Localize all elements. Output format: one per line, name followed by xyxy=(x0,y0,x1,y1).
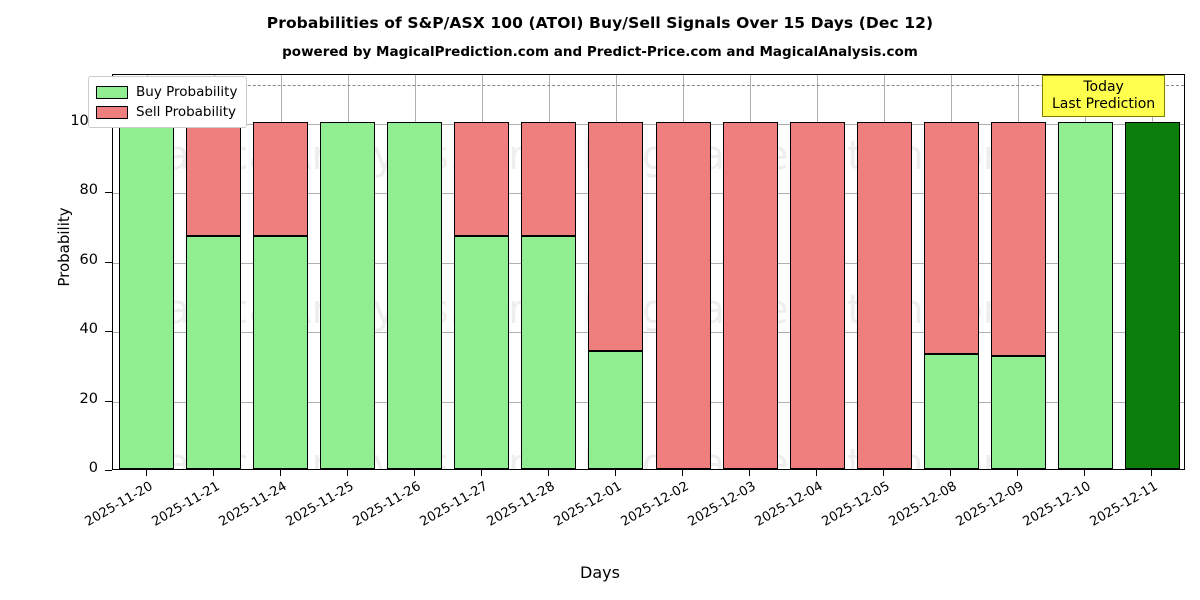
bar-group[interactable] xyxy=(1124,75,1180,469)
bar-segment-buy[interactable] xyxy=(990,356,1046,469)
bar-segment-buy[interactable] xyxy=(521,236,577,469)
bar-segment-buy[interactable] xyxy=(253,236,309,469)
x-tick-mark xyxy=(1084,470,1085,476)
x-tick-mark xyxy=(146,470,147,476)
chart-legend: Buy Probability Sell Probability xyxy=(88,76,248,128)
gridline-horizontal xyxy=(113,123,1184,125)
bar-group[interactable] xyxy=(923,75,979,469)
bar-group[interactable] xyxy=(655,75,711,469)
chart-title: Probabilities of S&P/ASX 100 (ATOI) Buy/… xyxy=(266,14,934,32)
y-tick-mark xyxy=(105,261,112,263)
bar-group[interactable] xyxy=(320,75,376,469)
legend-label: Buy Probability xyxy=(136,84,238,100)
bar-group[interactable] xyxy=(253,75,309,469)
today-annotation-box: Today Last Prediction xyxy=(1042,75,1166,118)
bar-segment-sell[interactable] xyxy=(655,121,711,469)
y-tick-mark xyxy=(105,470,112,471)
bar-group[interactable] xyxy=(454,75,510,469)
x-tick-mark xyxy=(615,470,616,476)
bar-segment-buy[interactable] xyxy=(119,121,175,469)
bar-segment-buy[interactable] xyxy=(588,350,644,469)
reference-dashed-line xyxy=(113,85,1184,87)
x-tick-mark xyxy=(280,470,281,476)
bar-group[interactable] xyxy=(856,75,912,469)
y-tick-label: 20 xyxy=(79,390,98,407)
y-tick-mark xyxy=(105,400,112,402)
y-tick-label: 40 xyxy=(79,321,98,338)
bar-segment-buy[interactable] xyxy=(387,121,443,469)
bar-segment-buy[interactable] xyxy=(923,354,979,469)
x-tick-mark xyxy=(481,470,482,476)
bar-segment-today[interactable] xyxy=(1124,121,1180,469)
y-tick-mark xyxy=(105,331,112,333)
bar-segment-sell[interactable] xyxy=(923,121,979,355)
bar-segment-sell[interactable] xyxy=(789,121,845,469)
x-tick-mark xyxy=(347,470,348,476)
bar-group[interactable] xyxy=(387,75,443,469)
bar-group[interactable] xyxy=(521,75,577,469)
bar-segment-buy[interactable] xyxy=(186,236,242,469)
legend-item[interactable]: Sell Probability xyxy=(96,102,237,122)
x-tick-mark xyxy=(414,470,415,476)
x-tick-mark xyxy=(749,470,750,476)
x-tick-mark xyxy=(816,470,817,476)
legend-swatch-icon xyxy=(96,85,128,99)
legend-item[interactable]: Buy Probability xyxy=(96,82,237,102)
x-tick-mark xyxy=(1017,470,1018,476)
bar-segment-sell[interactable] xyxy=(990,121,1046,357)
bar-segment-buy[interactable] xyxy=(320,121,376,469)
bar-group[interactable] xyxy=(789,75,845,469)
bar-segment-sell[interactable] xyxy=(454,121,510,237)
x-tick-mark xyxy=(883,470,884,476)
bar-segment-sell[interactable] xyxy=(722,121,778,469)
legend-label: Sell Probability xyxy=(136,104,237,120)
x-tick-mark xyxy=(213,470,214,476)
bar-segment-sell[interactable] xyxy=(186,121,242,237)
bar-segment-buy[interactable] xyxy=(454,236,510,469)
x-tick-mark xyxy=(950,470,951,476)
y-tick-mark xyxy=(105,192,112,194)
x-tick-mark xyxy=(682,470,683,476)
bar-segment-sell[interactable] xyxy=(856,121,912,469)
bar-group[interactable] xyxy=(119,75,175,469)
x-tick-mark xyxy=(1151,470,1152,476)
bar-segment-buy[interactable] xyxy=(1057,121,1113,469)
gridline-horizontal xyxy=(113,332,1184,334)
bar-group[interactable] xyxy=(1057,75,1113,469)
bar-group[interactable] xyxy=(722,75,778,469)
bar-segment-sell[interactable] xyxy=(253,121,309,237)
x-tick-mark xyxy=(548,470,549,476)
bar-segment-sell[interactable] xyxy=(521,121,577,237)
gridline-horizontal xyxy=(113,401,1184,403)
y-tick-label: 0 xyxy=(88,460,98,476)
plot-area: MagicalAnalysis.comMagicaPrediction.comM… xyxy=(112,74,1185,470)
legend-swatch-icon xyxy=(96,105,128,119)
chart-subtitle: powered by MagicalPrediction.com and Pre… xyxy=(282,44,918,60)
bar-group[interactable] xyxy=(990,75,1046,469)
today-annotation-line2: Last Prediction xyxy=(1052,95,1156,112)
bar-segment-sell[interactable] xyxy=(588,121,644,351)
gridline-horizontal xyxy=(113,262,1184,264)
bar-group[interactable] xyxy=(588,75,644,469)
x-axis-label: Days xyxy=(580,563,620,582)
today-annotation-line1: Today xyxy=(1083,79,1124,95)
gridline-horizontal xyxy=(113,193,1184,195)
y-tick-label: 80 xyxy=(79,182,98,199)
bar-group[interactable] xyxy=(186,75,242,469)
y-tick-label: 60 xyxy=(79,251,98,268)
